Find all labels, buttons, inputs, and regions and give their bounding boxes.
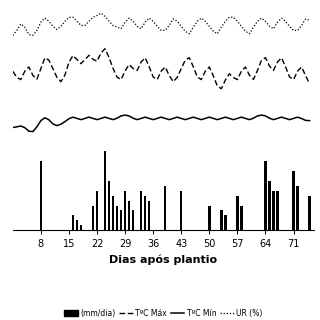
Bar	[132, 211, 134, 230]
Bar	[264, 161, 267, 230]
Bar	[140, 191, 142, 230]
Bar	[80, 225, 82, 230]
Bar	[236, 196, 239, 230]
Bar	[92, 205, 94, 230]
Bar	[180, 191, 182, 230]
Bar	[112, 196, 114, 230]
Bar	[276, 191, 279, 230]
Bar	[224, 215, 227, 230]
Bar	[96, 191, 98, 230]
Bar	[144, 196, 146, 230]
X-axis label: Dias após plantio: Dias após plantio	[109, 255, 217, 266]
Bar	[124, 191, 126, 230]
Bar	[272, 191, 275, 230]
Bar	[164, 186, 166, 230]
Bar	[40, 161, 42, 230]
Bar	[240, 205, 243, 230]
Bar	[104, 151, 106, 230]
Bar	[72, 215, 74, 230]
Bar	[120, 211, 122, 230]
Bar	[308, 196, 311, 230]
Bar	[76, 220, 78, 230]
Bar	[148, 201, 150, 230]
Bar	[116, 205, 118, 230]
Legend: (mm/dia), TºC Máx, TºC Mín, UR (%): (mm/dia), TºC Máx, TºC Mín, UR (%)	[61, 306, 266, 320]
Bar	[292, 171, 295, 230]
Bar	[128, 201, 130, 230]
Bar	[208, 205, 211, 230]
Bar	[296, 186, 299, 230]
Bar	[268, 180, 271, 230]
Bar	[220, 211, 222, 230]
Bar	[108, 180, 110, 230]
